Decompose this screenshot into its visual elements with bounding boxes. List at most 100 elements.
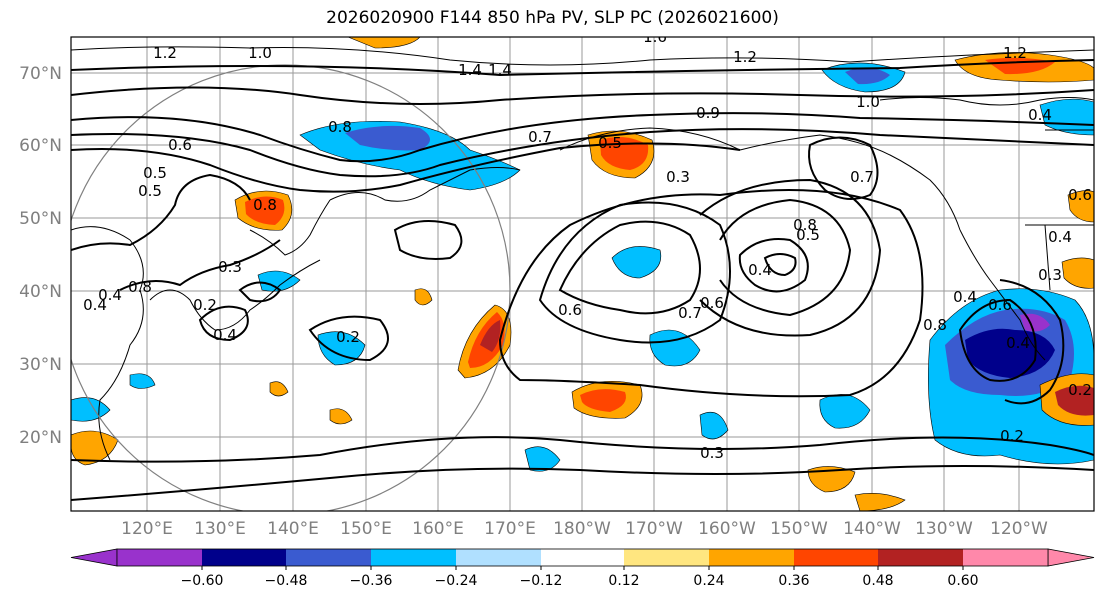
contour-label: 0.2 [193,296,217,314]
contour-label: 0.4 [953,288,977,306]
pv-positive-core [245,196,285,225]
pv-positive-area [71,430,119,466]
pv-negative-area [699,411,729,440]
colorbar-segment [878,549,963,566]
pv-positive-area [329,408,353,425]
pv-negative-area [1039,98,1094,136]
longitude-axis: 120°E 130°E 140°E 150°E 160°E 170°E 180°W 170°W… [121,519,1048,539]
contour-label: 0.2 [336,328,360,346]
contour-label: 0.2 [1000,427,1024,445]
contour-label: 1.2 [1003,44,1027,62]
contour-label: 0.4 [213,326,237,344]
colorbar-segment [117,549,202,566]
pv-negative-area [611,246,662,279]
colorbar-tick-label: −0.48 [265,573,308,589]
slp-contours [71,59,1094,501]
contour-label: 1.0 [248,44,272,62]
longitude-label: 140°E [267,519,319,539]
contour-label: 0.4 [1028,106,1052,124]
longitude-label: 130°E [194,519,246,539]
pv-negative-area [257,270,301,292]
colorbar-tick-label: −0.36 [350,573,393,589]
range-ring [71,64,511,511]
contour-label: 0.5 [138,182,162,200]
contour-label: 0.3 [666,168,690,186]
pv-positive-core [1055,385,1094,416]
contour-label: 0.5 [143,164,167,182]
colorbar-tick-label: 0.48 [862,573,893,589]
colorbar: −0.60 −0.48 −0.36 −0.24 −0.12 0.12 0.24 0.36 0.4… [70,548,1095,589]
longitude-label: 160°E [412,519,464,539]
colorbar-tick-label: 0.12 [608,573,639,589]
contour-label: 0.3 [218,258,242,276]
longitude-label: 120°W [990,519,1048,539]
contour-label: 0.4 [748,261,772,279]
colorbar-segment [371,549,456,566]
contour-label: 0.7 [850,168,874,186]
contour-label: 1.0 [856,93,880,111]
longitude-label: 150°E [340,519,392,539]
pv-negative-area [317,331,366,366]
contour-label: 1.4 [458,61,482,79]
latitude-axis: 70°N 60°N 50°N 40°N 30°N 20°N [19,64,62,448]
longitude-label: 150°W [770,519,828,539]
latitude-label: 30°N [19,355,62,375]
colorbar-segment [202,549,286,566]
contour-label: 0.7 [678,304,702,322]
colorbar-outline [116,548,1049,567]
contour-label: 0.4 [98,286,122,304]
colorbar-tick-label: 0.36 [778,573,809,589]
colorbar-tick-label: −0.12 [520,573,563,589]
contour-label: 0.6 [700,294,724,312]
colorbar-segment [963,549,1048,566]
contour-label: 0.8 [253,196,277,214]
longitude-label: 120°E [121,519,173,539]
colorbar-extend-min [70,548,118,567]
longitude-label: 140°W [843,519,901,539]
latitude-label: 50°N [19,209,62,229]
contour-label: 0.5 [598,134,622,152]
contour-label: 0.6 [988,296,1012,314]
colorbar-extend-max [1047,548,1095,567]
pv-positive-area [807,466,856,493]
contour-label: 0.6 [1068,186,1092,204]
contour-label: 1.2 [153,44,177,62]
colorbar-tick-label: 0.24 [693,573,724,589]
latitude-label: 70°N [19,64,62,84]
pv-positive-area [1067,190,1094,223]
contour-label: 0.9 [696,104,720,122]
contour-labels: 1.2 1.01.61.2 1.21.4 1.41.00.80.90.70.50.80… [83,37,1092,462]
contour-label: 0.3 [700,444,724,462]
contour-label: 0.5 [796,226,820,244]
contour-label: 0.4 [1006,334,1030,352]
latitude-label: 20°N [19,428,62,448]
contour-label: 0.2 [1068,381,1092,399]
contour-label: 0.6 [558,301,582,319]
contour-label: 0.7 [528,128,552,146]
longitude-label: 130°W [915,519,973,539]
colorbar-segment [541,549,624,566]
pv-negative-core [965,328,1055,378]
longitude-label: 170°E [484,519,536,539]
latitude-label: 60°N [19,136,62,156]
pv-negative-area [649,329,701,367]
longitude-label: 170°W [625,519,683,539]
pv-positive-area [1061,257,1094,289]
pv-negative-core [845,67,890,85]
colorbar-segment [709,549,794,566]
pv-positive-area [414,288,433,306]
pv-negative-area [71,397,111,422]
contour-label: 1.2 [733,48,757,66]
pv-negative-core [345,125,430,151]
colorbar-tick-label: −0.24 [435,573,478,589]
contour-label: 0.4 [83,296,107,314]
contour-label: 0.6 [168,136,192,154]
pv-negative-area [524,446,561,472]
contour-label: 1.4 [488,61,512,79]
colorbar-segment [624,549,709,566]
longitude-label: 180°W [553,519,611,539]
longitude-label: 160°W [698,519,756,539]
colorbar-tick-label: −0.60 [181,573,224,589]
contour-label: 0.8 [128,278,152,296]
